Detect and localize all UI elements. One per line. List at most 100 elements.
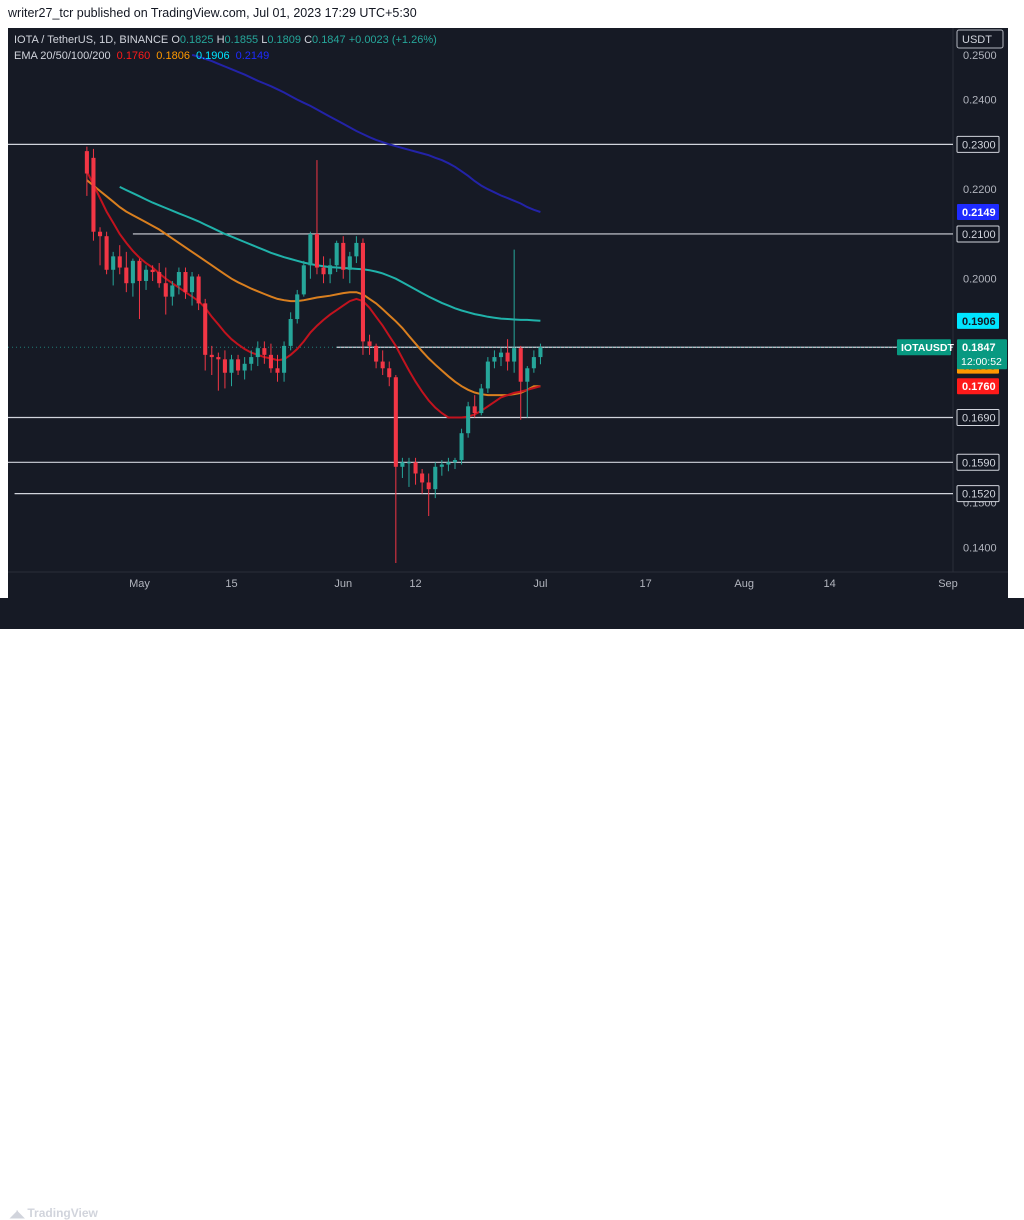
candle-body-up bbox=[255, 348, 260, 358]
publish-info: writer27_tcr published on TradingView.co… bbox=[8, 6, 417, 20]
candle-body-up bbox=[512, 348, 517, 362]
candle-body-up bbox=[249, 357, 254, 364]
currency-box bbox=[956, 29, 1004, 49]
y-tick-label: 0.2400 bbox=[963, 95, 997, 107]
candle-body-down bbox=[505, 352, 510, 362]
level-badge-bg bbox=[956, 453, 1000, 471]
candle-body-down bbox=[216, 357, 221, 360]
candle-body-up bbox=[400, 462, 405, 467]
currency-label: USDT bbox=[962, 34, 992, 46]
symbol-tag-bg bbox=[897, 339, 951, 356]
candle-body-up bbox=[176, 272, 181, 286]
price-badge-bg bbox=[957, 378, 999, 395]
candle-body-up bbox=[446, 462, 451, 465]
tradingview-logo[interactable]: ◢◣ TradingView bbox=[10, 1206, 98, 1220]
candle-body-down bbox=[413, 462, 418, 474]
candle-body-down bbox=[124, 267, 129, 284]
candle-body-up bbox=[334, 242, 339, 266]
chart-background bbox=[8, 28, 1008, 598]
symbol-legend: IOTA / TetherUS, 1D, BINANCE O0.1825 H0.… bbox=[14, 34, 437, 46]
candle-body-up bbox=[308, 233, 313, 266]
price-badge-bg bbox=[957, 204, 999, 221]
legend-part: 0.1809 bbox=[267, 34, 304, 46]
level-badge-label: 0.2100 bbox=[962, 229, 996, 241]
legend-part: IOTA / TetherUS, 1D, BINANCE bbox=[14, 34, 171, 46]
candle-body-down bbox=[518, 348, 523, 382]
candle-body-down bbox=[150, 269, 155, 273]
last-price: 0.1847 bbox=[962, 342, 996, 354]
candle-body-down bbox=[321, 267, 326, 275]
candle-body-down bbox=[387, 368, 392, 378]
legend-part: L bbox=[261, 34, 267, 46]
candle-body-up bbox=[170, 285, 175, 297]
candle-body-up bbox=[130, 260, 135, 284]
candle-body-down bbox=[91, 157, 96, 232]
x-tick-label: Jul bbox=[533, 578, 547, 590]
legend-part: C bbox=[304, 34, 312, 46]
ema-legend-value: 0.1806 bbox=[156, 50, 190, 62]
level-badge-bg bbox=[956, 135, 1000, 153]
candle-body-up bbox=[229, 359, 234, 373]
level-badge-label: 0.1590 bbox=[962, 457, 996, 469]
legend-part: 0.1847 bbox=[312, 34, 349, 46]
candle-body-up bbox=[466, 406, 471, 434]
candle-body-up bbox=[295, 294, 300, 320]
x-tick-label: Aug bbox=[734, 578, 754, 590]
ema-legend-label: EMA 20/50/100/200 bbox=[14, 50, 111, 62]
candle-body-down bbox=[268, 354, 273, 369]
symbol-tag: IOTAUSDT bbox=[901, 342, 954, 354]
x-tick-label: Sep bbox=[938, 578, 958, 590]
countdown: 12:00:52 bbox=[961, 356, 1002, 368]
candle-body-up bbox=[144, 269, 149, 281]
candle-body-up bbox=[328, 265, 333, 275]
candle-body-up bbox=[492, 357, 497, 362]
candle-body-down bbox=[393, 377, 398, 467]
price-badge: 0.2149 bbox=[962, 207, 996, 219]
x-tick-label: 12 bbox=[409, 578, 421, 590]
candlestick-chart[interactable]: 0.2500 0.2400 0.2300 0.2200 0.2100 0.2000 0.19… bbox=[8, 28, 1008, 598]
candle-body-down bbox=[380, 361, 385, 369]
candle-body-up bbox=[282, 345, 287, 373]
candle-body-up bbox=[485, 361, 490, 389]
candle-body-up bbox=[498, 352, 504, 358]
level-badge-bg bbox=[956, 409, 1000, 427]
candle-body-down bbox=[426, 482, 431, 490]
candle-body-up bbox=[190, 276, 195, 293]
candle-body-up bbox=[111, 256, 116, 270]
candle-body-down bbox=[84, 151, 89, 174]
candle-body-down bbox=[137, 260, 142, 281]
ema200-line bbox=[191, 53, 541, 213]
candle-body-down bbox=[367, 341, 372, 346]
candle-body-up bbox=[433, 466, 438, 490]
candle-body-up bbox=[406, 462, 412, 464]
candle-body-down bbox=[236, 359, 241, 371]
y-tick-label: 0.2000 bbox=[963, 274, 997, 286]
candle-body-down bbox=[117, 256, 122, 268]
publish-header: writer27_tcr published on TradingView.co… bbox=[0, 0, 1024, 28]
ema-legend: EMA 20/50/100/200 0.1760 0.1806 0.1906 0.214… bbox=[14, 50, 269, 62]
last-price-badge-bg bbox=[957, 339, 1007, 370]
legend-part: 0.1855 bbox=[225, 34, 262, 46]
legend-part: 0.1825 bbox=[180, 34, 217, 46]
candle-body-down bbox=[374, 345, 379, 362]
candle-body-up bbox=[347, 256, 352, 270]
tradingview-logo-text: TradingView bbox=[27, 1206, 98, 1220]
x-tick-label: 17 bbox=[639, 578, 651, 590]
candle-body-down bbox=[420, 473, 425, 483]
candle-body-up bbox=[288, 319, 293, 346]
ema-legend-value: 0.2149 bbox=[236, 50, 270, 62]
level-badge-label: 0.1520 bbox=[962, 489, 996, 501]
candle-body-down bbox=[203, 303, 208, 355]
candle-body-up bbox=[459, 433, 464, 461]
candle-body-up bbox=[525, 368, 530, 382]
level-badge-label: 0.1690 bbox=[962, 413, 996, 425]
legend-part: +0.0023 (+1.26%) bbox=[349, 34, 437, 46]
candle-body-down bbox=[209, 354, 214, 358]
legend-part: O bbox=[171, 34, 180, 46]
footer: ◢◣ TradingView bbox=[0, 598, 1024, 1220]
level-badge-label: 0.2300 bbox=[962, 139, 996, 151]
chart-panel[interactable]: 0.2500 0.2400 0.2300 0.2200 0.2100 0.2000 0.19… bbox=[8, 28, 1008, 598]
x-tick-label: May bbox=[129, 578, 150, 590]
ema-legend-value: 0.1906 bbox=[196, 50, 230, 62]
candle-body-up bbox=[538, 347, 543, 358]
